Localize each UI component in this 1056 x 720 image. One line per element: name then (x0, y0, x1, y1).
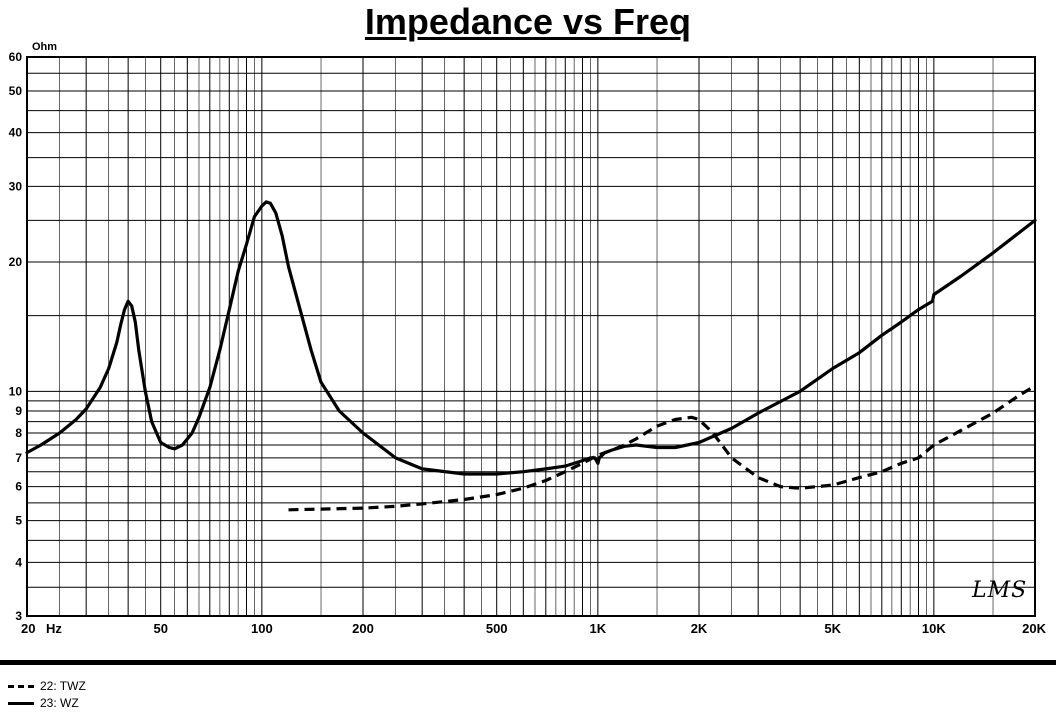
chart-title: Impedance vs Freq (364, 1, 692, 42)
y-tick-label: 3 (15, 609, 22, 623)
tick-label-layer: 20 50 100 200 500 1K 2K 5K 10K 20K 3 4 5 6 7 8 9 10 20 30 40… (9, 50, 1047, 636)
x-tick-label: 10K (922, 621, 946, 636)
y-tick-label: 60 (9, 50, 23, 64)
impedance-chart: 20 50 100 200 500 1K 2K 5K 10K 20K 3 4 5 6 7 8 9 10 20 30 40… (9, 41, 1047, 636)
y-tick-label: 4 (15, 555, 22, 569)
legend-item-wz: 23: WZ (8, 696, 79, 710)
legend-separator (0, 660, 1056, 665)
x-tick-label: 2K (691, 621, 708, 636)
y-tick-label: 10 (9, 384, 23, 398)
legend-label: 22: TWZ (40, 679, 86, 693)
y-tick-label: 30 (9, 179, 23, 193)
y-tick-label: 8 (15, 426, 22, 440)
x-tick-label: 500 (486, 621, 508, 636)
x-axis-label: Hz (46, 621, 62, 636)
y-axis-label: Ohm (32, 41, 57, 53)
plot-frame (26, 56, 1036, 617)
x-tick-label: 20K (1022, 621, 1046, 636)
y-tick-label: 5 (15, 514, 22, 528)
y-tick-label: 20 (9, 255, 23, 269)
series-line-wz (25, 200, 1037, 476)
legend-item-twz: 22: TWZ (8, 679, 86, 693)
x-tick-label: 5K (824, 621, 841, 636)
y-tick-label: 6 (15, 480, 22, 494)
lms-watermark: LMS (972, 578, 1028, 603)
y-tick-label: 7 (15, 451, 22, 465)
x-tick-label: 1K (590, 621, 607, 636)
legend-swatch-solid (8, 701, 34, 705)
x-tick-label: 20 (21, 621, 35, 636)
y-tick-label: 9 (15, 404, 22, 418)
series-line-twz (288, 384, 1036, 512)
x-tick-label: 100 (251, 621, 273, 636)
grid-layer (26, 56, 1036, 617)
legend-label: 23: WZ (40, 696, 79, 710)
x-tick-label: 200 (352, 621, 374, 636)
y-tick-label: 40 (9, 126, 23, 140)
x-tick-label: 50 (153, 621, 167, 636)
series-layer (25, 200, 1037, 512)
y-tick-label: 50 (9, 84, 23, 98)
legend-swatch-dashed (8, 684, 34, 688)
